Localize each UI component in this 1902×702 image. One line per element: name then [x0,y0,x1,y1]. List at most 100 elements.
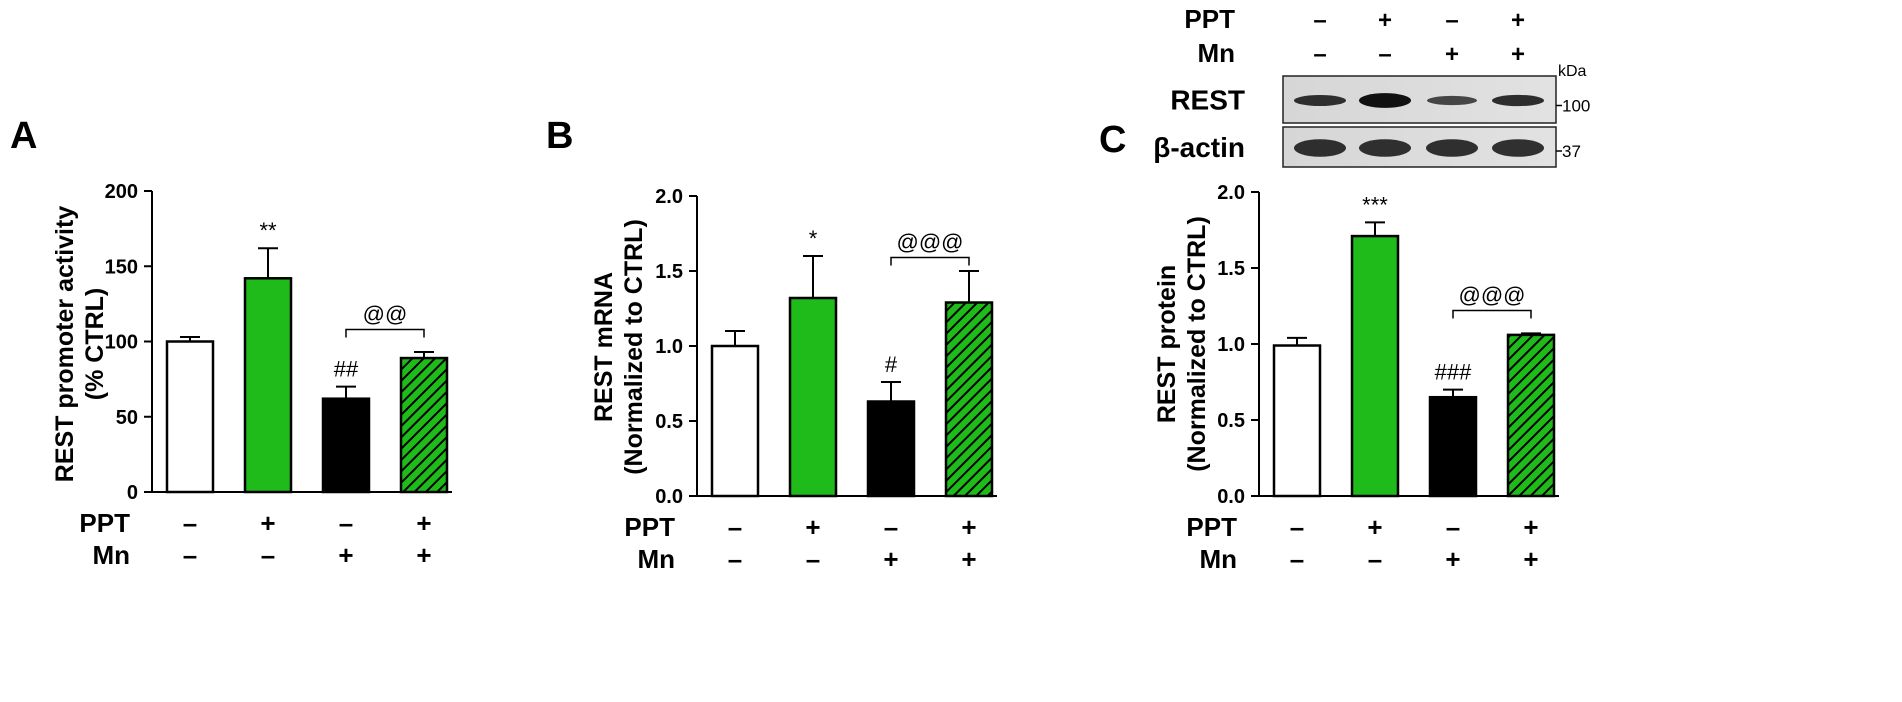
comparison-bracket [890,256,970,266]
row-label-mn: Mn [637,544,675,574]
blot-ppt-sign: + [1511,7,1525,34]
ppt-sign: – [1446,512,1460,542]
y-axis-label: REST promoter activity (% CTRL) [51,206,109,483]
y-tick-label: 1.5 [655,261,683,283]
y-tick-label: 1.0 [655,336,683,358]
blot-ppt-sign: – [1313,7,1326,34]
ppt-sign: + [1523,512,1538,542]
significance-label: ** [259,218,277,243]
blot-band [1294,95,1346,106]
blot-mn-sign: + [1445,41,1459,68]
mn-sign: – [183,540,197,570]
blot-band [1359,93,1411,108]
panel-b: B 0.0 0.5 1.0 1.5 2.0 REST mRNA (Normalized to … [546,115,997,574]
significance-label: # [885,352,898,377]
bar-mn [1428,395,1478,498]
ppt-sign: – [884,512,898,542]
mn-sign: – [1290,544,1304,574]
ppt-sign: – [339,508,353,538]
panel-a: A 0 50 100 150 200 REST promoter activity (% CT… [10,115,452,570]
bar-ppt-mn [399,356,449,494]
mn-sign: + [1523,544,1538,574]
significance-label: ### [1435,360,1472,385]
y-tick-label: 0.5 [655,411,683,433]
row-label-mn: Mn [1199,544,1237,574]
y-axis-label: REST protein (Normalized to CTRL) [1153,216,1211,472]
blot-band [1492,94,1544,107]
mn-sign: – [261,540,275,570]
row-label-ppt: PPT [1186,512,1237,542]
y-tick-label: 50 [116,407,138,429]
mn-sign: + [416,540,431,570]
ppt-sign: + [416,508,431,538]
ppt-sign: + [260,508,275,538]
panel-label-b: B [546,115,573,157]
y-tick-label: 100 [105,332,138,354]
blot-mn-label: Mn [1197,38,1235,68]
row-label-mn: Mn [92,540,130,570]
bracket-label: @@@ [1459,283,1526,308]
bar-ppt [788,296,838,498]
ppt-sign: + [805,512,820,542]
blot-band [1426,139,1478,157]
panel-c: C 0.0 0.5 1.0 1.5 2.0 REST protein (Normalized … [1099,119,1559,574]
marker-label: 37 [1562,142,1581,161]
ppt-sign: – [728,512,742,542]
row-label-ppt: PPT [79,508,130,538]
y-axis-label-line: REST mRNA [590,272,618,422]
blot-ppt-sign: + [1378,7,1392,34]
blot-mn-sign: – [1313,41,1326,68]
row-label-ppt: PPT [624,512,675,542]
bar-ppt [243,277,293,494]
ppt-sign: – [183,508,197,538]
y-tick-label: 1.5 [1217,258,1245,280]
y-axis-label-line: REST protein [1153,265,1181,423]
significance-label: *** [1362,192,1388,217]
bracket-label: @@@ [897,230,964,255]
bar-ppt [1350,234,1400,498]
y-tick-label: 150 [105,256,138,278]
blot-mn-sign: + [1511,41,1525,68]
bar-ppt-mn [1506,333,1556,498]
y-tick-label: 0.5 [1217,410,1245,432]
blot-band [1359,139,1411,157]
y-axis-label-line: (% CTRL) [81,288,109,400]
comparison-bracket [345,328,425,338]
mn-sign: – [728,544,742,574]
mn-sign: + [1445,544,1460,574]
mn-sign: + [961,544,976,574]
y-tick-label: 1.0 [1217,334,1245,356]
ppt-sign: – [1290,512,1304,542]
kda-label: kDa [1558,63,1587,80]
blot-mn-sign: – [1378,41,1391,68]
mn-sign: – [1368,544,1382,574]
marker-label: 100 [1562,97,1590,116]
y-tick-label: 0.0 [1217,486,1245,508]
y-axis-label-line: REST promoter activity [51,206,79,483]
y-tick-label: 2.0 [1217,182,1245,204]
mn-sign: + [338,540,353,570]
western-blot: PPT Mn – – + – – + + + kDa REST 100 β-actin 37 [1153,4,1590,168]
bar-ctrl [710,344,760,498]
ppt-sign: + [961,512,976,542]
y-axis-label: REST mRNA (Normalized to CTRL) [590,219,648,475]
mn-sign: – [806,544,820,574]
significance-label: * [809,226,818,251]
bracket-label: @@ [363,301,408,326]
bar-ctrl [1272,344,1322,498]
bar-mn [321,397,371,494]
y-axis-label-line: (Normalized to CTRL) [1183,216,1211,472]
bar-ppt-mn [944,301,994,498]
blot-band [1427,95,1477,106]
blot-band-label: β-actin [1153,132,1245,163]
comparison-bracket [1452,309,1532,319]
y-tick-label: 2.0 [655,186,683,208]
mn-sign: + [883,544,898,574]
significance-label: ## [334,357,359,382]
bar-mn [866,400,916,498]
y-tick-label: 0.0 [655,486,683,508]
blot-ppt-label: PPT [1184,4,1235,34]
y-tick-label: 0 [127,482,138,504]
y-tick-label: 200 [105,181,138,203]
